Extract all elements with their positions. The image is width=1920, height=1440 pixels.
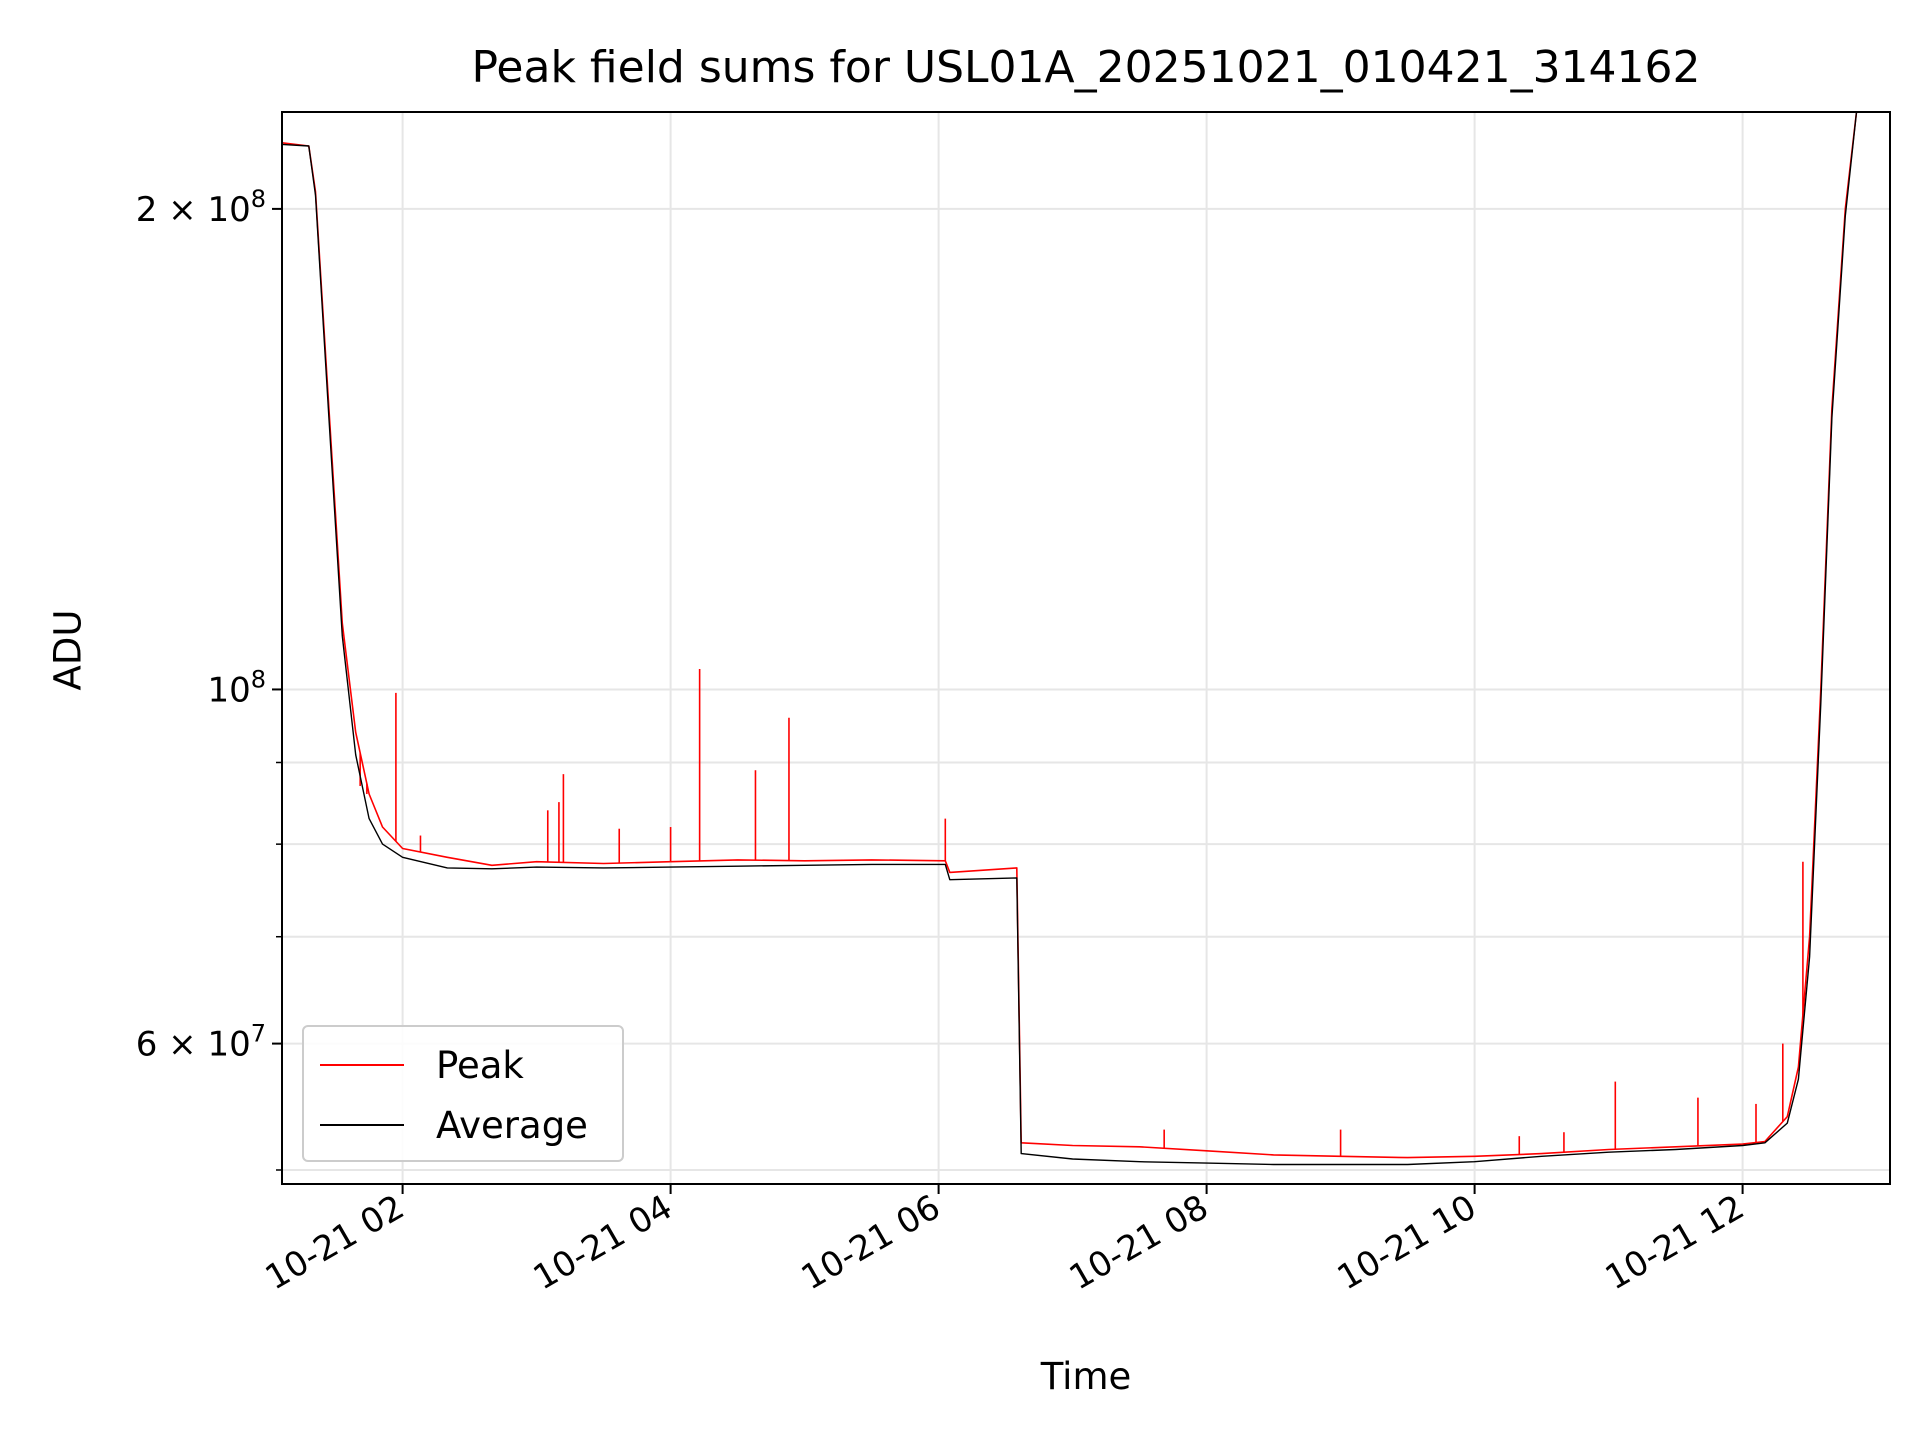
y-tick-label: 2 × 108 [136,185,266,230]
legend-label-peak: Peak [436,1043,524,1087]
y-tick-label: 108 [207,665,266,710]
legend-item-average: Average [320,1103,588,1147]
y-tick-label-exponent: 8 [251,185,266,213]
series-group [282,112,1890,1166]
y-tick-label-base: 6 × 10 [136,1025,251,1065]
legend-label-average: Average [436,1103,588,1147]
series-line-average [282,112,1890,1166]
legend: Peak Average [302,1025,624,1162]
plot-frame [281,111,1891,1185]
legend-item-peak: Peak [320,1043,524,1087]
y-tick-label: 6 × 107 [136,1020,266,1065]
legend-swatch-average [320,1124,404,1126]
y-tick-label-base: 10 [207,670,250,710]
grid [282,112,1890,1184]
y-tick-label-exponent: 7 [251,1020,266,1048]
y-tick-label-exponent: 8 [251,665,266,693]
chart-title: Peak field sums for USL01A_20251021_0104… [471,42,1701,93]
y-tick-label-base: 2 × 10 [136,190,251,230]
y-axis-label: ADU [46,609,90,691]
x-axis-label: Time [1040,1355,1132,1398]
legend-swatch-peak [320,1064,404,1066]
